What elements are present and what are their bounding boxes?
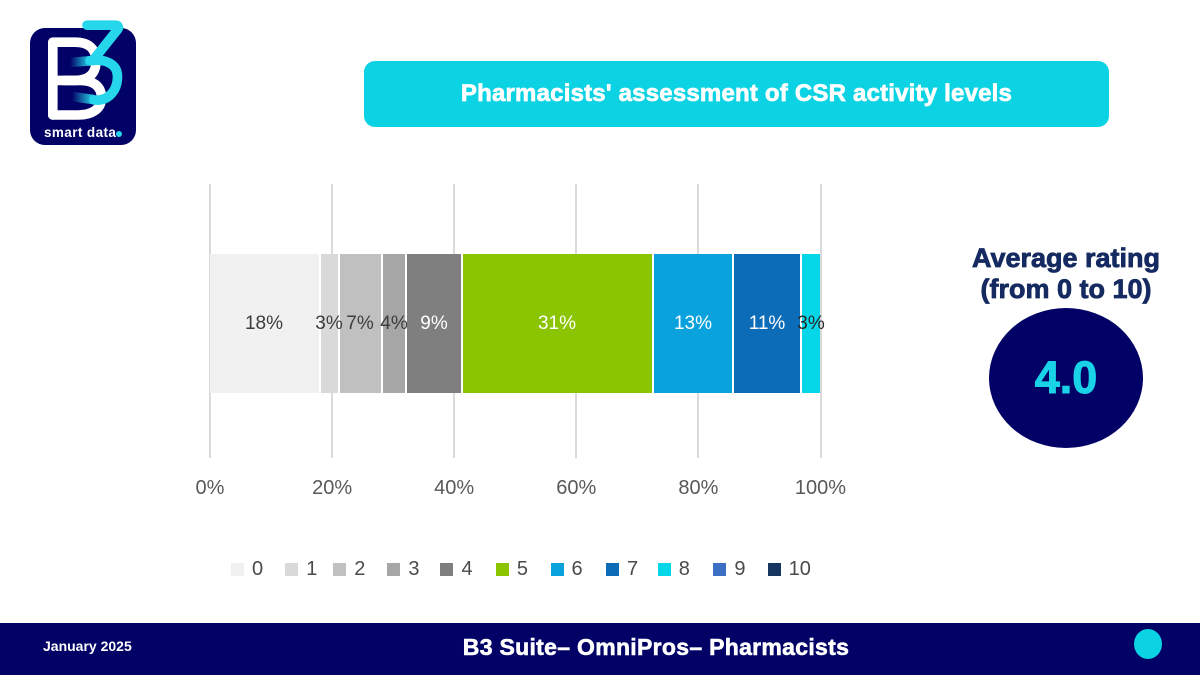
svg-text:smart data: smart data — [44, 125, 116, 140]
